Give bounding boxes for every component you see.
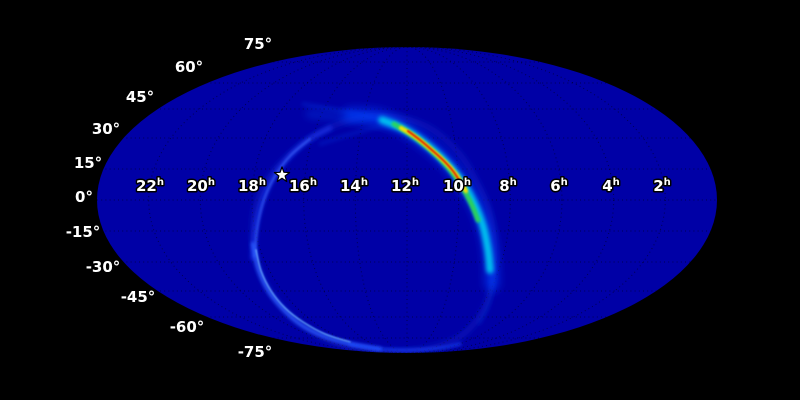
dec-tick-label: 30° bbox=[92, 120, 120, 138]
dec-tick-label: 75° bbox=[244, 35, 272, 53]
prob-layer-ring-bottom-left bbox=[251, 242, 382, 351]
dec-tick-label: 15° bbox=[74, 154, 102, 172]
dec-tick-label: 45° bbox=[126, 88, 154, 106]
prob-layer-arc-red-core bbox=[406, 129, 461, 182]
sky-ellipse bbox=[97, 47, 717, 353]
prob-layer-ring-bottom-left-core bbox=[255, 249, 351, 343]
dec-tick-label: 60° bbox=[175, 58, 203, 76]
graticule-meridian bbox=[148, 47, 666, 353]
prob-layer-ring-bottom-edge bbox=[348, 342, 462, 352]
graticule-meridian bbox=[199, 47, 615, 353]
graticule-meridian bbox=[354, 47, 460, 353]
dec-tick-label: -75° bbox=[238, 343, 273, 361]
graticule-meridian bbox=[251, 47, 563, 353]
dec-tick-label: 0° bbox=[75, 188, 93, 206]
dec-tick-label: -15° bbox=[66, 223, 101, 241]
prob-layer-ring-left-core bbox=[254, 138, 311, 257]
dec-tick-label: -30° bbox=[86, 258, 121, 276]
dec-tick-label: -60° bbox=[170, 318, 205, 336]
ra-tick-labels: 22h 20h 18h 16h 14h 12h 10h 8h 6h 4h 2h bbox=[135, 176, 673, 197]
star-marker bbox=[273, 166, 291, 183]
dec-tick-label: -45° bbox=[121, 288, 156, 306]
dec-tick-labels: 75° 60° 45° 30° 15° 0° -15° -30°-45° -60° -75° bbox=[64, 34, 274, 363]
probability-layers bbox=[250, 102, 499, 353]
